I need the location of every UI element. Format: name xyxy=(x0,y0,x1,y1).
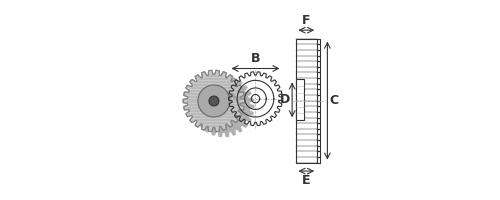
Polygon shape xyxy=(183,70,244,132)
Text: D: D xyxy=(280,93,290,106)
Bar xyxy=(296,79,304,120)
Bar xyxy=(296,39,317,163)
Text: C: C xyxy=(329,94,338,107)
Polygon shape xyxy=(198,85,230,117)
Text: F: F xyxy=(302,14,310,27)
Polygon shape xyxy=(183,70,254,137)
Polygon shape xyxy=(198,85,239,116)
Polygon shape xyxy=(209,96,219,106)
Text: B: B xyxy=(250,52,260,65)
Text: E: E xyxy=(302,174,310,187)
